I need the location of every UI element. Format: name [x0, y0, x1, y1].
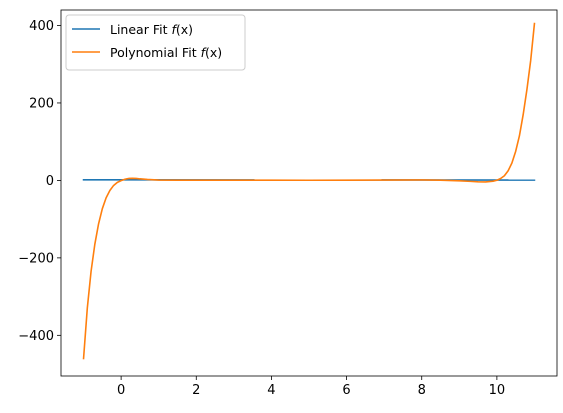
- x-tick-label: 10: [489, 383, 506, 398]
- x-tick-label: 2: [192, 383, 200, 398]
- y-tick-label: 200: [29, 96, 54, 111]
- x-tick-label: 6: [342, 383, 350, 398]
- legend-box: [65, 14, 246, 71]
- x-tick-label: 8: [418, 383, 426, 398]
- series-layer: [82, 22, 536, 360]
- series-polynomial-fit: [82, 22, 536, 360]
- x-tick-label: 0: [117, 383, 125, 398]
- y-tick-label: 0: [46, 174, 54, 189]
- plot-area: [61, 10, 557, 376]
- legend: Linear Fit f(x) Polynomial Fit f(x): [65, 14, 246, 71]
- y-axis: −400 −200 0 200 400: [18, 19, 61, 344]
- x-tick-label: 4: [267, 383, 275, 398]
- y-tick-label: −200: [18, 251, 54, 266]
- plot-frame: [60, 9, 558, 377]
- y-tick-label: 400: [29, 19, 54, 34]
- y-tick-label: −400: [18, 329, 54, 344]
- x-axis: 0 2 4 6 8 10: [117, 376, 505, 398]
- legend-label-linear: Linear Fit f(x): [110, 22, 193, 37]
- legend-label-polynomial: Polynomial Fit f(x): [110, 45, 222, 60]
